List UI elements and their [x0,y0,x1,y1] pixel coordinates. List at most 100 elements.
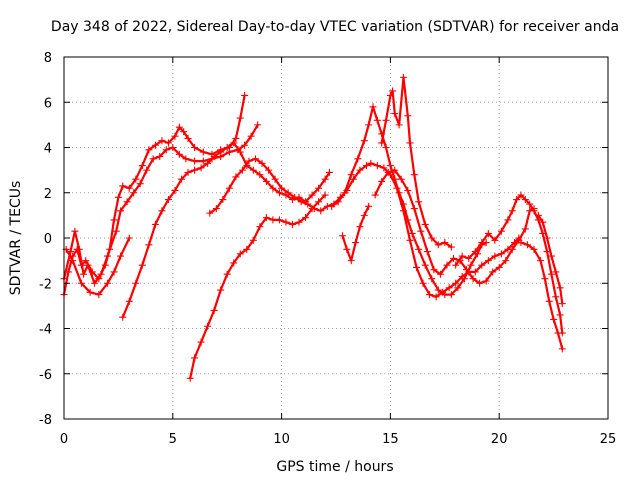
data-point [491,236,499,244]
data-point [521,225,529,233]
data-point [417,227,425,235]
data-point [175,150,183,158]
axis-ticks: 0 5 10 15 20 25 -8 -6 -4 -2 0 2 4 6 8 [39,51,616,447]
data-point [321,175,329,183]
data-point [232,134,240,142]
data-point [556,284,564,292]
chart-title: Day 348 of 2022, Sidereal Day-to-day VTE… [51,19,619,35]
data-point [136,180,144,188]
data-point [317,207,325,215]
data-point [382,116,390,124]
x-tick-label: 25 [600,432,617,447]
data-point [395,121,403,129]
data-point [404,112,412,120]
data-point [117,252,125,260]
data-point [554,329,562,337]
data-point [275,189,283,197]
y-tick-label: 8 [44,51,52,66]
data-point [119,182,127,190]
data-point [397,175,405,183]
data-point [269,184,277,192]
data-point [236,250,244,258]
data-point [347,171,355,179]
data-point [112,227,120,235]
series-arc-5 [186,191,329,382]
data-point [476,279,484,287]
data-point [282,218,290,226]
data-point [537,257,545,265]
data-point [458,252,466,260]
data-point [232,173,240,181]
data-point [138,261,146,269]
data-point [132,175,140,183]
data-point [71,227,79,235]
data-point [145,241,153,249]
data-point [362,162,370,170]
x-tick-label: 20 [491,432,508,447]
data-point [497,250,505,258]
data-point [130,189,138,197]
data-point [489,268,497,276]
data-point [463,266,471,274]
data-point [302,214,310,222]
data-point [552,293,560,301]
data-point [508,245,516,253]
data-point [321,191,329,199]
data-point [471,268,479,276]
data-point [391,175,399,183]
series-arc-4 [119,139,333,321]
data-point [191,166,199,174]
data-point [315,198,323,206]
data-point [504,216,512,224]
data-point [247,132,255,140]
y-tick-label: -6 [39,368,52,383]
series-arc-9 [378,73,455,251]
data-point [328,202,336,210]
data-point [419,279,427,287]
series-arc-12 [517,239,566,353]
data-point [478,261,486,269]
y-axis-label: SDTVAR / TECUs [8,181,24,296]
data-point [556,311,564,319]
y-tick-label: 0 [44,232,52,247]
data-series [60,73,566,382]
series-line [380,76,453,249]
data-point [238,166,246,174]
data-point [436,270,444,278]
data-point [354,155,362,163]
data-point [180,128,188,136]
data-point [421,220,429,228]
data-point [454,284,462,292]
data-point [502,257,510,265]
series-line [189,193,327,380]
data-point [77,279,85,287]
data-point [391,166,399,174]
data-point [545,297,553,305]
data-point [541,275,549,283]
data-point [371,191,379,199]
data-point [389,87,397,95]
data-point [491,252,499,260]
data-point [86,288,94,296]
series-arc-3 [62,234,133,299]
data-point [212,205,220,213]
data-point [484,257,492,265]
data-point [199,148,207,156]
data-point [230,139,238,147]
data-point [82,257,90,265]
data-point [395,189,403,197]
data-point [325,168,333,176]
data-point [97,270,105,278]
data-point [117,207,125,215]
data-point [217,148,225,156]
data-point [275,216,283,224]
data-point [291,193,299,201]
data-point [391,110,399,118]
data-point [482,277,490,285]
data-point [236,148,244,156]
data-point [428,275,436,283]
data-point [495,263,503,271]
data-point [521,196,529,204]
data-point [378,177,386,185]
data-point [249,166,257,174]
